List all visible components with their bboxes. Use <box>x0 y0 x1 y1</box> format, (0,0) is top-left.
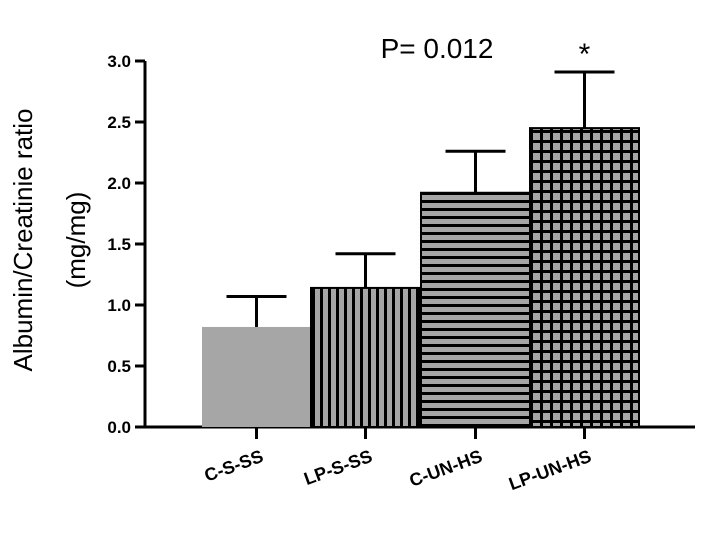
y-tick-label: 2.0 <box>107 174 131 193</box>
bar-c-un-hs <box>420 191 531 428</box>
significance-markers: * <box>579 38 591 71</box>
y-tick-label: 0.0 <box>107 418 131 437</box>
y-axis-label: Albumin/Creatinie ratio (mg/mg) <box>8 108 91 371</box>
x-tick-label: LP-UN-HS <box>506 446 594 494</box>
y-ticks: 0.0 0.5 1.0 1.5 2.0 2.5 3.0 <box>107 52 145 437</box>
p-value-annotation: P= 0.012 <box>381 33 494 64</box>
x-tick-labels: C-S-SS LP-S-SS C-UN-HS LP-UN-HS <box>202 427 594 494</box>
significance-star: * <box>579 38 591 71</box>
x-tick-label: C-S-SS <box>202 446 266 486</box>
y-tick-label: 1.0 <box>107 296 131 315</box>
y-axis-label-line1: Albumin/Creatinie ratio <box>8 108 38 371</box>
bar-lp-s-ss <box>310 286 421 429</box>
y-tick-label: 1.5 <box>107 235 131 254</box>
x-tick-label: C-UN-HS <box>407 446 485 491</box>
y-tick-label: 0.5 <box>107 357 131 376</box>
error-bars <box>226 70 615 327</box>
bars <box>202 127 640 429</box>
x-tick-label: LP-S-SS <box>301 446 375 489</box>
bar-lp-un-hs <box>529 127 640 428</box>
bar-c-s-ss <box>202 326 311 427</box>
y-tick-label: 3.0 <box>107 52 131 71</box>
y-tick-label: 2.5 <box>107 113 131 132</box>
y-axis-label-line2: (mg/mg) <box>61 192 91 289</box>
